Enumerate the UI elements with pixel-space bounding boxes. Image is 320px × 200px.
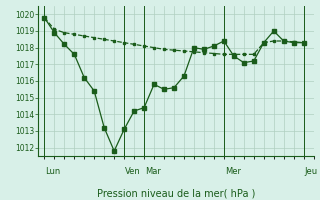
Text: Lun: Lun xyxy=(45,167,60,176)
Text: Ven: Ven xyxy=(125,167,141,176)
Text: Jeu: Jeu xyxy=(305,167,318,176)
Text: Mer: Mer xyxy=(225,167,241,176)
Text: Mar: Mar xyxy=(145,167,161,176)
Text: Pression niveau de la mer( hPa ): Pression niveau de la mer( hPa ) xyxy=(97,189,255,199)
